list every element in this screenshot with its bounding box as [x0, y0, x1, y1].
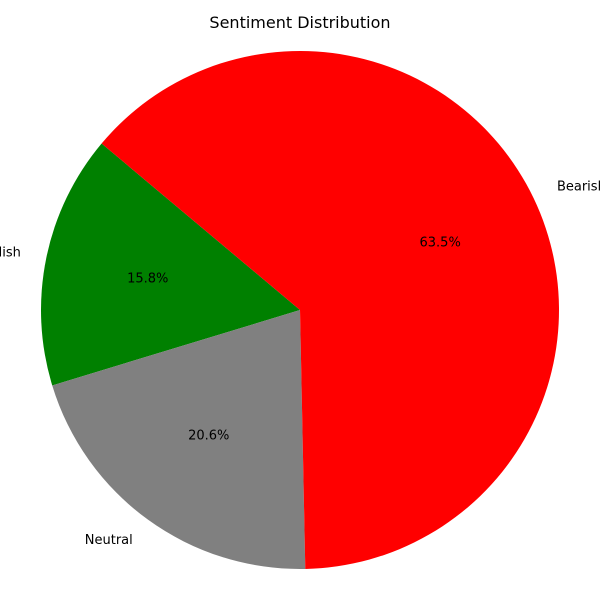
percent-label-neutral: 20.6% [188, 428, 229, 443]
pie-slice-bullish [40, 143, 300, 386]
percent-label-bearish: 63.5% [420, 235, 461, 250]
chart-title: Sentiment Distribution [209, 13, 390, 32]
pie-slice-bearish [101, 51, 559, 569]
pie-slice-neutral [52, 310, 306, 569]
pie-slices [40, 51, 559, 569]
pie-labels: Bullish 15.8% Neutral 20.6% Bearish 63.5% [0, 179, 600, 548]
percent-label-bullish: 15.8% [127, 271, 168, 286]
category-label-bearish: Bearish [557, 179, 600, 194]
category-label-bullish: Bullish [0, 246, 21, 261]
category-label-neutral: Neutral [85, 533, 133, 548]
